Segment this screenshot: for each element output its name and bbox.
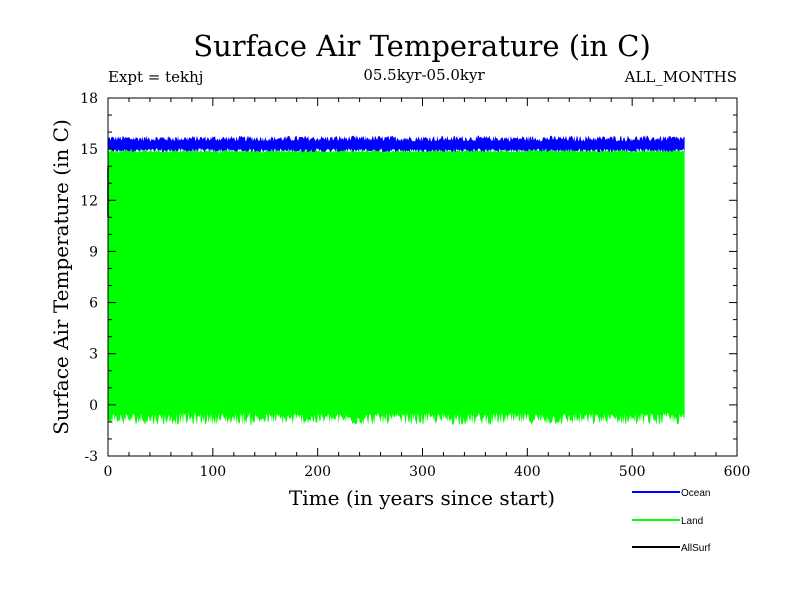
- x-tick-label: 600: [724, 464, 751, 480]
- y-axis-label: Surface Air Temperature (in C): [49, 119, 73, 435]
- x-tick-label: 0: [104, 464, 113, 480]
- legend-label-ocean: Ocean: [681, 488, 710, 499]
- y-tick-label: 6: [89, 296, 98, 312]
- x-tick-label: 500: [619, 464, 646, 480]
- y-tick-label: 3: [89, 347, 98, 363]
- chart-title: Surface Air Temperature (in C): [193, 29, 651, 63]
- series-ocean-band: [108, 135, 685, 154]
- chart-subtitle: 05.5kyr-05.0kyr: [363, 66, 485, 84]
- x-tick-label: 400: [514, 464, 541, 480]
- plot-data-layer: [107, 135, 685, 426]
- y-tick-label: 9: [89, 244, 98, 260]
- x-axis-label: Time (in years since start): [289, 486, 555, 510]
- legend-item-ocean: Ocean: [632, 488, 710, 499]
- experiment-label: Expt = tekhj: [108, 68, 203, 86]
- legend-item-allsurf: AllSurf: [632, 543, 711, 554]
- y-tick-label: 12: [80, 193, 98, 209]
- x-tick-label: 100: [199, 464, 226, 480]
- y-tick-label: -3: [84, 449, 98, 465]
- axes-layer: -3 0 3 6 9 12 15 18 0 100 200 300 400 500 600: [80, 91, 750, 480]
- legend-label-land: Land: [681, 516, 703, 527]
- months-label: ALL_MONTHS: [624, 68, 737, 86]
- y-tick-label: 15: [80, 142, 98, 158]
- series-land-band: [108, 150, 685, 426]
- legend: Ocean Land AllSurf: [632, 488, 711, 554]
- x-tick-label: 200: [304, 464, 331, 480]
- legend-label-allsurf: AllSurf: [681, 543, 711, 554]
- y-tick-label: 0: [89, 398, 98, 414]
- y-tick-label: 18: [80, 91, 98, 107]
- legend-item-land: Land: [632, 516, 703, 527]
- x-tick-label: 300: [409, 464, 436, 480]
